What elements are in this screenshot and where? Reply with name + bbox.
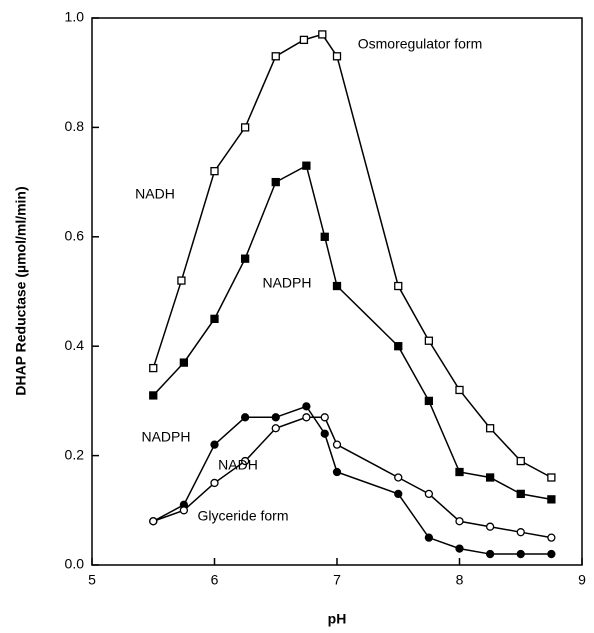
marker xyxy=(455,467,464,477)
marker xyxy=(318,30,327,39)
marker xyxy=(149,363,158,373)
marker xyxy=(485,522,495,531)
marker xyxy=(516,549,525,559)
marker xyxy=(271,177,280,187)
y-tick-label: 1.0 xyxy=(65,9,85,25)
marker xyxy=(210,440,219,449)
y-tick-label: 0.2 xyxy=(65,446,85,462)
marker xyxy=(394,489,403,499)
marker xyxy=(332,52,342,61)
marker xyxy=(302,402,311,411)
marker xyxy=(424,489,434,499)
marker xyxy=(455,517,464,526)
y-tick-label: 0.8 xyxy=(65,118,85,134)
y-tick-label: 0.4 xyxy=(65,337,85,353)
marker xyxy=(179,358,189,367)
marker xyxy=(424,396,434,406)
y-axis-title: DHAP Reductase (µmol/ml/min) xyxy=(13,186,29,395)
marker xyxy=(179,506,189,515)
marker xyxy=(455,544,464,553)
marker xyxy=(240,413,250,422)
marker xyxy=(394,342,403,351)
marker xyxy=(424,336,434,345)
series-line xyxy=(152,416,552,539)
annotation: NADPH xyxy=(141,429,190,445)
marker xyxy=(177,276,186,285)
y-tick-label: 0.0 xyxy=(65,556,85,572)
annotation: NADPH xyxy=(262,275,311,291)
marker xyxy=(320,429,329,438)
marker xyxy=(320,232,329,241)
series-line xyxy=(152,164,552,501)
marker xyxy=(302,161,311,170)
marker xyxy=(149,391,158,400)
marker xyxy=(485,473,495,482)
plot-frame xyxy=(91,17,583,566)
marker xyxy=(332,440,342,449)
marker xyxy=(240,254,250,263)
x-axis-title: pH xyxy=(328,611,347,627)
marker xyxy=(547,495,556,504)
marker xyxy=(547,533,556,542)
marker xyxy=(271,424,280,433)
marker xyxy=(547,473,556,482)
marker xyxy=(320,413,329,422)
marker xyxy=(271,52,280,61)
annotation: Glyceride form xyxy=(197,508,288,524)
x-tick-label: 6 xyxy=(211,572,219,588)
marker xyxy=(299,35,309,45)
marker xyxy=(485,424,495,433)
marker xyxy=(302,413,311,422)
marker xyxy=(485,549,495,559)
x-tick-label: 8 xyxy=(456,572,464,588)
marker xyxy=(394,473,403,482)
marker xyxy=(547,549,556,559)
marker xyxy=(516,528,525,537)
marker xyxy=(210,314,219,324)
marker xyxy=(271,413,280,422)
marker xyxy=(516,489,525,499)
x-tick-label: 9 xyxy=(578,572,586,588)
x-tick-label: 5 xyxy=(88,572,96,588)
marker xyxy=(455,385,464,395)
marker xyxy=(210,167,219,176)
marker xyxy=(240,123,250,132)
marker xyxy=(516,456,525,466)
y-tick-label: 0.6 xyxy=(65,228,85,244)
series-line xyxy=(152,33,552,479)
x-tick-label: 7 xyxy=(333,572,341,588)
marker xyxy=(210,478,219,488)
marker xyxy=(149,517,158,526)
marker xyxy=(332,467,342,477)
marker xyxy=(240,456,250,466)
marker xyxy=(424,533,434,542)
annotation: Osmoregulator form xyxy=(358,36,482,52)
marker xyxy=(332,281,342,291)
annotation: NADH xyxy=(135,186,175,202)
marker xyxy=(394,281,403,291)
series-line xyxy=(152,405,552,555)
annotation: NADH xyxy=(218,457,258,473)
